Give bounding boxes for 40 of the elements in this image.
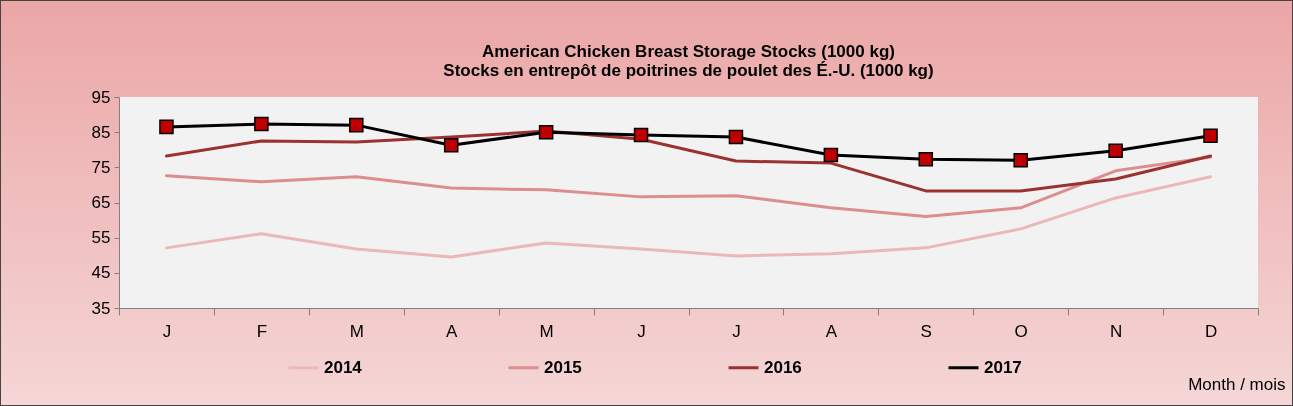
y-tick-label: 65 [91, 193, 111, 212]
y-tick-label: 35 [91, 298, 111, 318]
legend-label: 2015 [544, 357, 582, 377]
point [633, 127, 649, 143]
point [918, 151, 934, 167]
legend-label: 2017 [984, 357, 1022, 377]
y-tick-label: 95 [91, 87, 111, 107]
y-tick-label: 75 [91, 157, 111, 177]
y-tick-label: 45 [91, 263, 111, 283]
point [254, 116, 269, 132]
x-tick-label: F [256, 321, 268, 341]
x-tick-label: A [446, 321, 459, 341]
point [159, 119, 174, 135]
x-tick-label: D [1204, 321, 1218, 341]
point [349, 117, 364, 133]
x-axis-title: Month / mois [1188, 374, 1286, 394]
x-tick-label: N [1109, 321, 1123, 341]
chart-title: American Chicken Breast Storage Stocks (1000 kg) [482, 42, 895, 61]
y-tick-label: 55 [91, 228, 111, 248]
x-tick-label: S [920, 321, 932, 341]
point [1013, 153, 1028, 168]
point [1203, 128, 1218, 143]
chart-subtitle: Stocks en entrepôt de poitrines de poulet des É.-U. (1000 kg) [443, 61, 934, 80]
point [823, 147, 839, 163]
line-series [164, 175, 1213, 259]
point [443, 137, 459, 153]
x-tick-label: J [637, 321, 646, 341]
x-tick-label: O [1014, 321, 1028, 341]
point [1108, 143, 1123, 159]
x-tick-label: A [825, 321, 838, 341]
line-series [164, 155, 1213, 219]
x-tick-label: M [349, 321, 364, 341]
legend-label: 2014 [324, 357, 363, 377]
point [538, 124, 554, 140]
x-tick-label: M [539, 321, 554, 341]
legend-label: 2016 [764, 357, 802, 377]
point [728, 129, 744, 145]
x-tick-label: J [162, 321, 172, 341]
x-tick-label: J [732, 321, 741, 341]
y-tick-label: 85 [91, 122, 111, 142]
